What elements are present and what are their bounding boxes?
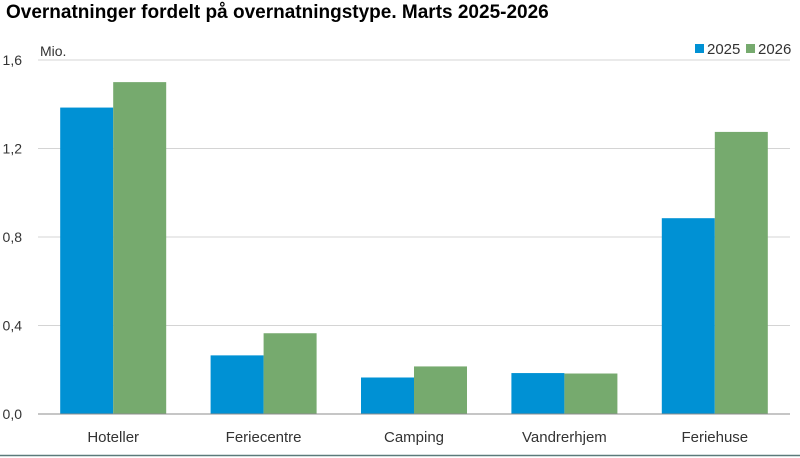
chart-title: Overnatninger fordelt på overnatningstyp… — [6, 2, 549, 23]
bar-feriecentre-2026 — [263, 333, 317, 414]
x-axis: Hoteller Feriecentre Camping Vandrerhjem Fer… — [38, 413, 790, 446]
bar-camping-2026 — [414, 366, 467, 414]
y-tick-label: 0,8 — [3, 229, 23, 245]
x-category-label: Feriehuse — [681, 429, 748, 446]
y-axis-unit: Mio. — [40, 43, 66, 59]
x-category-label: Hoteller — [87, 429, 139, 446]
y-axis-ticks: 0,0 0,4 0,8 1,2 1,6 — [3, 52, 23, 422]
bar-feriehuse-2026 — [714, 131, 768, 414]
x-category-label: Camping — [384, 429, 444, 446]
bar-hoteller-2025 — [60, 107, 114, 414]
legend-swatch-2025 — [695, 44, 704, 53]
legend-swatch-2026 — [746, 44, 755, 53]
x-category-label: Vandrerhjem — [522, 429, 607, 446]
x-category-label: Feriecentre — [226, 429, 302, 446]
legend-label: 2025 — [707, 41, 740, 58]
y-tick-label: 0,4 — [3, 318, 23, 334]
y-tick-label: 1,6 — [3, 52, 23, 68]
bar-vandrerhjem-2026 — [564, 373, 618, 414]
bar-vandrerhjem-2025 — [511, 373, 565, 414]
legend-label: 2026 — [758, 41, 791, 58]
bar-hoteller-2026 — [113, 82, 167, 414]
bar-camping-2025 — [361, 377, 414, 414]
legend: 2025 2026 — [695, 41, 791, 58]
y-tick-label: 1,2 — [3, 141, 23, 157]
bar-feriehuse-2025 — [661, 218, 715, 414]
bar-feriecentre-2025 — [210, 355, 264, 414]
y-tick-label: 0,0 — [3, 406, 23, 422]
bars — [60, 82, 768, 414]
